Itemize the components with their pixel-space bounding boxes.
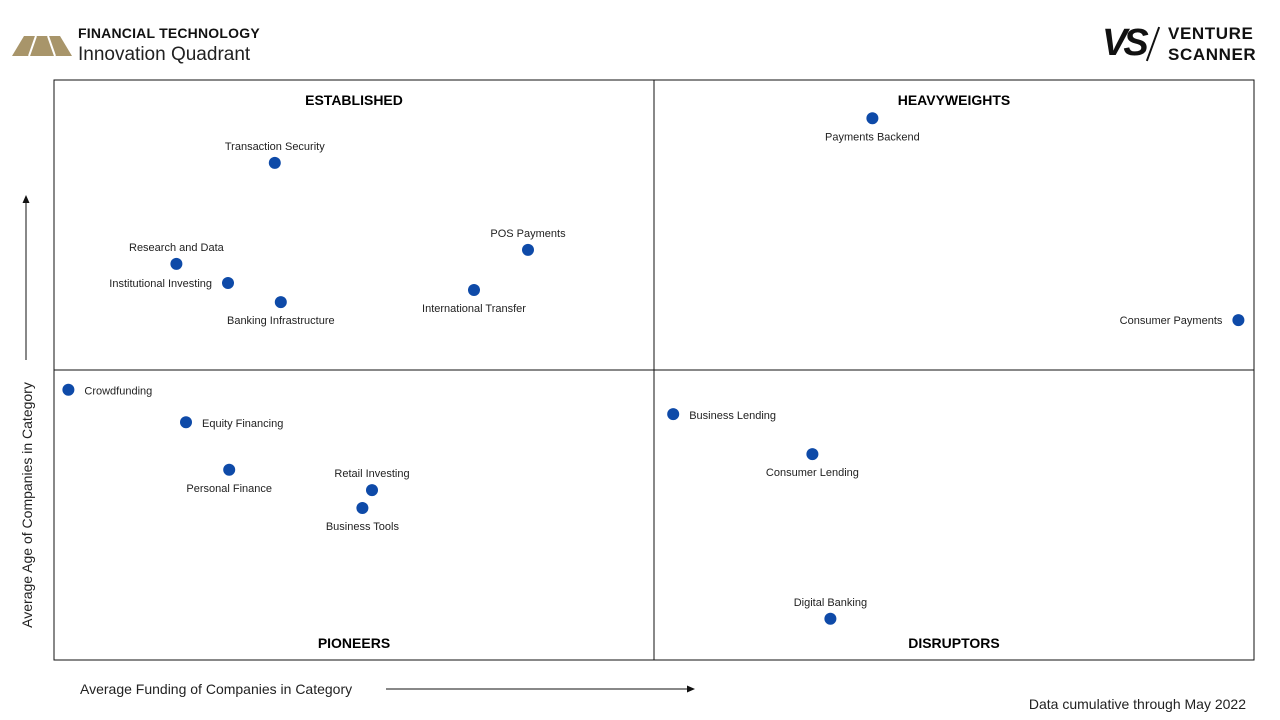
data-point bbox=[522, 243, 534, 256]
points-layer: Transaction Security Research and Data Ins… bbox=[62, 112, 1245, 625]
category-logo-icon bbox=[12, 35, 72, 56]
quadrant-title-heavyweights: HEAVYWEIGHTS bbox=[898, 92, 1011, 108]
quadrant-title-established: ESTABLISHED bbox=[305, 92, 403, 108]
quadrant-title-pioneers: PIONEERS bbox=[318, 635, 390, 651]
x-axis-label: Average Funding of Companies in Category bbox=[80, 681, 352, 697]
data-point-label: Personal Finance bbox=[186, 483, 272, 495]
data-point bbox=[222, 277, 234, 289]
brand-word-scanner: SCANNER bbox=[1168, 45, 1257, 64]
data-point bbox=[866, 112, 879, 125]
data-point bbox=[1232, 314, 1245, 327]
venture-scanner-logo: VS VENTURE SCANNER bbox=[1102, 24, 1262, 66]
data-point-label: Business Tools bbox=[326, 521, 400, 533]
data-point bbox=[62, 383, 75, 396]
data-point-label: POS Payments bbox=[490, 228, 566, 240]
data-point-label: Business Lending bbox=[689, 410, 776, 422]
data-point bbox=[180, 416, 192, 429]
page-title: FINANCIAL TECHNOLOGY bbox=[78, 25, 260, 41]
data-point bbox=[356, 502, 369, 514]
quadrant-title-disruptors: DISRUPTORS bbox=[908, 635, 1000, 651]
data-point-label: Institutional Investing bbox=[109, 278, 212, 290]
brand-mark: VS bbox=[1102, 22, 1149, 64]
brand-word-venture: VENTURE bbox=[1168, 24, 1254, 43]
data-point bbox=[667, 408, 680, 421]
data-point-label: International Transfer bbox=[422, 303, 526, 315]
data-point-label: Consumer Payments bbox=[1120, 315, 1223, 327]
data-point bbox=[824, 612, 837, 625]
data-point bbox=[268, 156, 281, 169]
data-point bbox=[223, 463, 236, 476]
data-point-label: Retail Investing bbox=[334, 468, 409, 480]
data-point-label: Equity Financing bbox=[202, 418, 283, 430]
y-axis-arrowhead-icon bbox=[22, 195, 30, 203]
y-axis-label: Average Age of Companies in Category bbox=[19, 382, 35, 628]
data-point-label: Research and Data bbox=[129, 242, 225, 254]
data-footnote: Data cumulative through May 2022 bbox=[1028, 696, 1246, 712]
data-point bbox=[468, 284, 480, 296]
data-point-label: Transaction Security bbox=[225, 141, 325, 153]
data-point-label: Consumer Lending bbox=[766, 467, 859, 479]
data-point-label: Banking Infrastructure bbox=[227, 315, 335, 327]
data-point bbox=[170, 257, 183, 270]
data-point-label: Crowdfunding bbox=[84, 386, 152, 398]
data-point bbox=[366, 484, 378, 497]
data-point-label: Payments Backend bbox=[825, 131, 920, 143]
data-point-label: Digital Banking bbox=[794, 597, 867, 609]
x-axis-arrowhead-icon bbox=[687, 685, 695, 693]
data-point bbox=[806, 448, 819, 461]
data-point bbox=[274, 296, 287, 309]
page-subtitle: Innovation Quadrant bbox=[78, 44, 251, 65]
